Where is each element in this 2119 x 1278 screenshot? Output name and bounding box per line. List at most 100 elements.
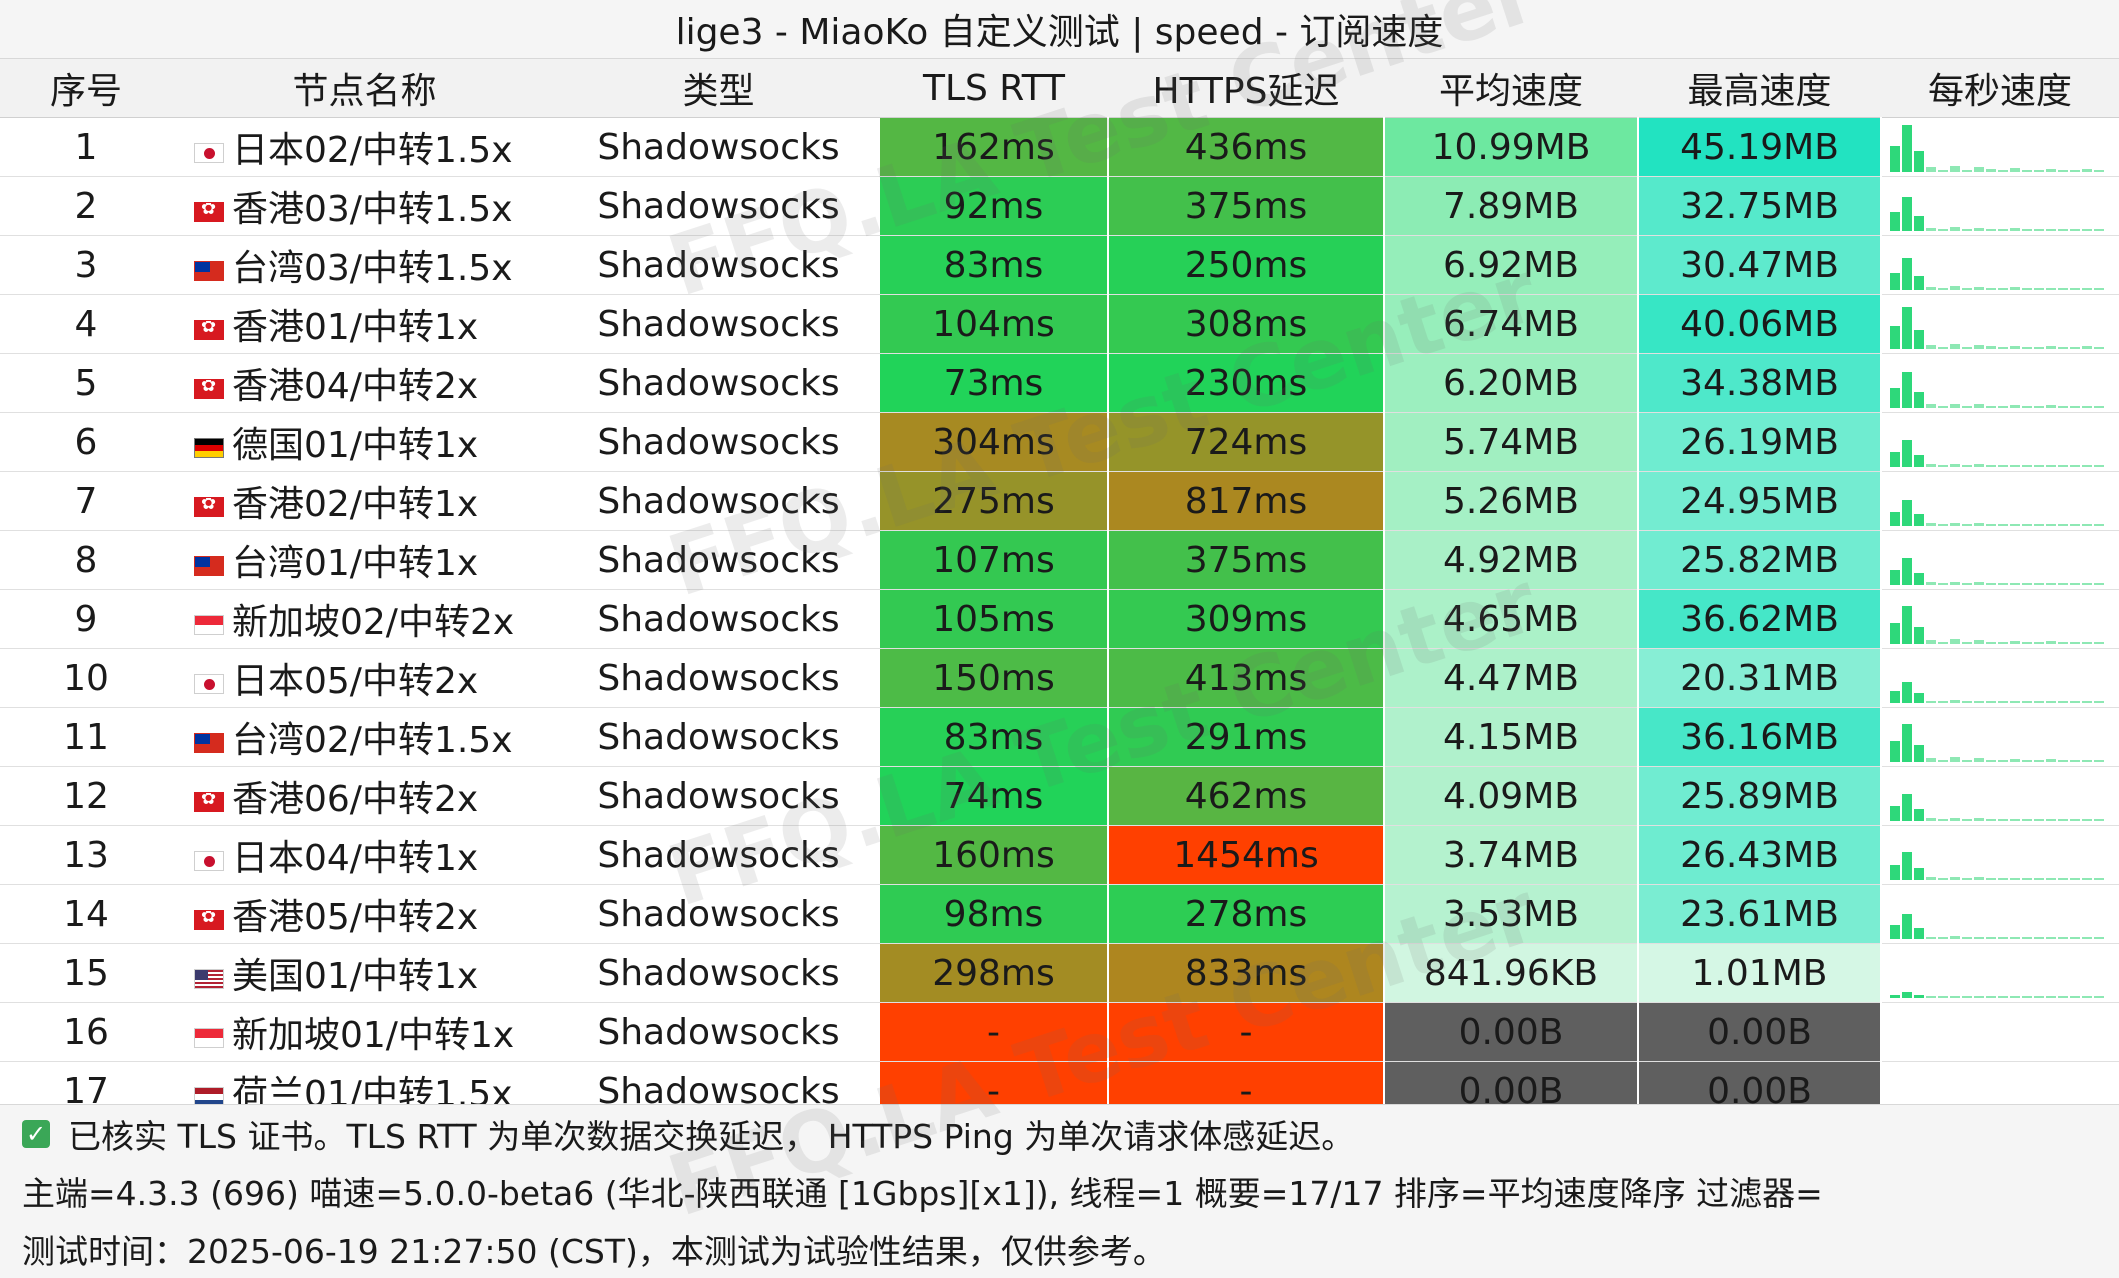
sparkline-bar: [2082, 583, 2092, 585]
sparkline-bar: [1974, 523, 1984, 526]
sparkline-bar: [2034, 288, 2044, 290]
sparkline-bar: [2070, 583, 2080, 585]
cell-tls-rtt: 83ms: [880, 707, 1109, 767]
sparkline-bar: [2010, 641, 2020, 644]
sparkline-bar: [2082, 701, 2092, 703]
node-name-label: 香港06/中转2x: [232, 779, 479, 820]
sparkline-bar: [1938, 701, 1948, 703]
sparkline-bar: [1998, 996, 2008, 998]
sparkline-bar: [1962, 937, 1972, 939]
sparkline-bar: [2082, 346, 2092, 349]
sparkline-bar: [1938, 288, 1948, 290]
sparkline-bar: [1998, 937, 2008, 939]
sparkline-bar: [1986, 524, 1996, 526]
sparkline-bar: [1938, 583, 1948, 585]
sparkline-bar: [2058, 465, 2068, 467]
sparkline-bar: [1950, 166, 1960, 172]
cell-tls-rtt: 162ms: [880, 117, 1109, 177]
sparkline-bar: [1902, 992, 1912, 998]
sparkline-bar: [1914, 693, 1924, 703]
sparkline-bar: [1926, 167, 1936, 172]
cell-max-speed: 25.82MB: [1638, 530, 1882, 590]
sparkline-bar: [1998, 347, 2008, 349]
per-second-speed-chart: [1881, 1002, 2119, 1062]
sparkline-bar: [1986, 996, 1996, 998]
cell-index: 4: [0, 294, 172, 354]
cell-type: Shadowsocks: [557, 943, 880, 1003]
cell-https-latency: 724ms: [1108, 412, 1385, 472]
sparkline-bar: [1998, 406, 2008, 408]
sparkline-bar: [2034, 170, 2044, 172]
sparkline-bar: [1950, 286, 1960, 290]
sparkline-bar: [1890, 623, 1900, 644]
cell-avg-speed: 6.74MB: [1384, 294, 1639, 354]
cell-node-name: 香港01/中转1x: [172, 294, 557, 354]
sparkline-bar: [2010, 937, 2020, 939]
sparkline-bar: [1962, 583, 1972, 585]
flag-de-icon: [194, 438, 224, 458]
sparkline-bar: [2034, 819, 2044, 821]
sparkline-bar: [1902, 724, 1912, 762]
sparkline-bar: [1926, 877, 1936, 880]
column-header-tls-rtt: TLS RTT: [880, 59, 1108, 118]
cell-tls-rtt: 275ms: [880, 471, 1109, 531]
cell-https-latency: -: [1108, 1002, 1385, 1062]
column-header-avg-speed: 平均速度: [1384, 59, 1638, 118]
cell-tls-rtt: 304ms: [880, 412, 1109, 472]
sparkline-bar: [2058, 583, 2068, 585]
sparkline-bar: [1914, 627, 1924, 644]
cell-node-name: 美国01/中转1x: [172, 943, 557, 1003]
sparkline-bar: [1914, 573, 1924, 585]
cell-node-name: 新加坡02/中转2x: [172, 589, 557, 649]
flag-tw-icon: [194, 733, 224, 753]
sparkline-bar: [1914, 809, 1924, 821]
sparkline: [1890, 125, 2104, 172]
cell-avg-speed: 3.53MB: [1384, 884, 1639, 944]
cell-max-speed: 36.62MB: [1638, 589, 1882, 649]
sparkline-bar: [2022, 524, 2032, 526]
sparkline-bar: [2022, 170, 2032, 172]
sparkline-bar: [1938, 465, 1948, 467]
sparkline-bar: [2058, 642, 2068, 644]
sparkline-bar: [2094, 760, 2104, 762]
sparkline-bar: [2046, 583, 2056, 585]
sparkline-bar: [1890, 570, 1900, 585]
cell-max-speed: 0.00B: [1638, 1002, 1882, 1062]
sparkline-bar: [1950, 700, 1960, 703]
sparkline: [1890, 258, 2104, 290]
cell-max-speed: 40.06MB: [1638, 294, 1882, 354]
cell-node-name: 台湾01/中转1x: [172, 530, 557, 590]
cell-node-name: 日本02/中转1.5x: [172, 117, 557, 177]
cell-https-latency: 291ms: [1108, 707, 1385, 767]
table-row: 5 香港04/中转2x Shadowsocks73ms230ms6.20MB34.3…: [0, 353, 2119, 413]
flag-hk-icon: [194, 202, 224, 222]
cell-max-speed: 34.38MB: [1638, 353, 1882, 413]
speed-table: 序号 节点名称 类型 TLS RTT HTTPS延迟 平均速度 最高速度 每秒速…: [0, 59, 2119, 1121]
footer-tls-note: ✓ 已核实 TLS 证书。TLS RTT 为单次数据交换延迟， HTTPS Pi…: [0, 1104, 2119, 1162]
sparkline-bar: [2058, 878, 2068, 880]
sparkline-bar: [2094, 406, 2104, 408]
sparkline-bar: [2070, 937, 2080, 939]
footer-line3: 测试时间：2025-06-19 21:27:50 (CST)，本测试为试验性结果…: [22, 1232, 1166, 1271]
sparkline: [1890, 197, 2104, 231]
cell-max-speed: 20.31MB: [1638, 648, 1882, 708]
sparkline-bar: [1890, 326, 1900, 349]
sparkline-bar: [2046, 229, 2056, 231]
table-row: 13 日本04/中转1x Shadowsocks 160ms 1454ms 3.74MB 2…: [0, 825, 2119, 885]
sparkline-bar: [1974, 345, 1984, 349]
node-name-label: 日本04/中转1x: [232, 838, 479, 879]
sparkline-bar: [2082, 937, 2092, 939]
sparkline-bar: [1902, 372, 1912, 408]
column-header-index: 序号: [0, 59, 172, 118]
cell-index: 7: [0, 471, 172, 531]
table-row: 2 香港03/中转1.5x Shadowsocks92ms375ms7.89MB32…: [0, 176, 2119, 236]
cell-avg-speed: 4.47MB: [1384, 648, 1639, 708]
node-name-label: 台湾03/中转1.5x: [232, 248, 513, 289]
cell-type: Shadowsocks: [557, 471, 880, 531]
per-second-speed-chart: [1881, 648, 2119, 708]
sparkline-bar: [2034, 583, 2044, 585]
sparkline-bar: [1986, 760, 1996, 762]
cell-max-speed: 32.75MB: [1638, 176, 1882, 236]
sparkline-bar: [1950, 344, 1960, 349]
